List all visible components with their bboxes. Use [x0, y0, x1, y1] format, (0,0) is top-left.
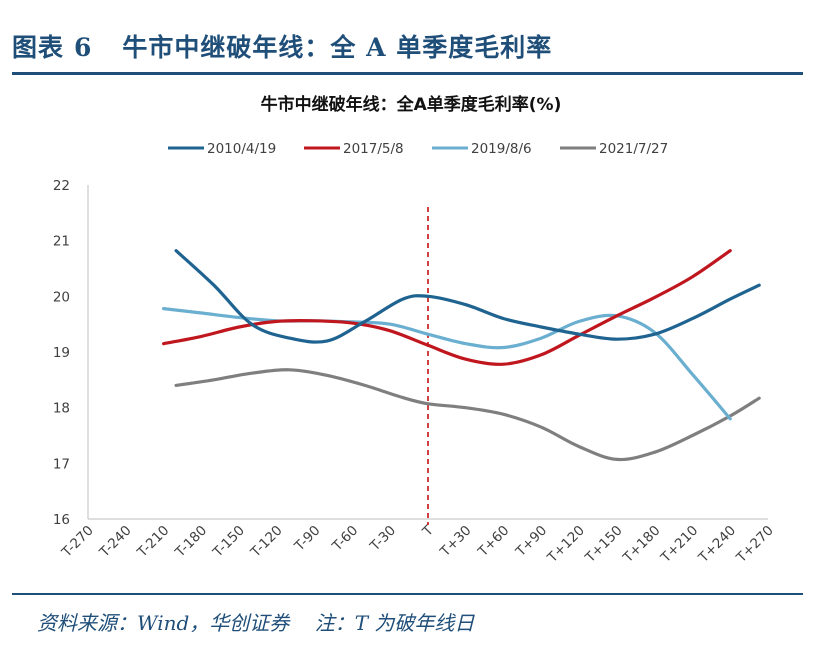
- y-tick-label: 22: [53, 178, 70, 194]
- header-rule: [12, 72, 803, 75]
- line-chart: 牛市中继破年线：全A单季度毛利率(%)2010/4/19 2017/5/8 2019…: [53, 94, 777, 567]
- x-tick-label: T+210: [657, 523, 701, 567]
- series-line: [162, 249, 732, 366]
- source-note: 资料来源：Wind，华创证券 注：T 为破年线日: [37, 611, 475, 635]
- legend-label: 2019/8/6: [471, 141, 532, 157]
- figure-title: 牛市中继破年线：全 A 单季度毛利率: [122, 33, 553, 62]
- legend-label: 2017/5/8: [343, 141, 404, 157]
- legend-label: 2010/4/19: [207, 141, 276, 157]
- x-tick-label: T+120: [544, 523, 588, 567]
- chart-title: 牛市中继破年线：全A单季度毛利率(%): [261, 94, 562, 115]
- figure-number: 6: [74, 33, 93, 62]
- series-line: [174, 368, 761, 462]
- x-tick-label: T-60: [329, 523, 362, 556]
- x-tick-label: T-210: [134, 523, 173, 562]
- x-tick-label: T-240: [96, 523, 135, 562]
- y-tick-label: 17: [53, 456, 70, 472]
- x-tick-label: T-180: [172, 523, 211, 562]
- series-line: [174, 249, 761, 344]
- x-tick-label: T+150: [582, 523, 626, 567]
- x-tick-label: T+270: [733, 523, 777, 567]
- x-tick-label: T-120: [247, 523, 286, 562]
- y-tick-label: 18: [53, 401, 70, 417]
- x-tick-label: T+240: [695, 523, 739, 567]
- x-tick-label: T-90: [291, 523, 324, 556]
- x-tick-label: T-30: [366, 523, 399, 556]
- x-tick-label: T+60: [474, 523, 512, 561]
- x-tick-label: T-150: [209, 523, 248, 562]
- y-tick-label: 16: [53, 512, 70, 528]
- figure-label: 图表: [12, 33, 65, 62]
- x-tick-label: T-270: [58, 523, 97, 562]
- y-tick-label: 19: [53, 345, 70, 361]
- x-tick-label: T+180: [619, 523, 663, 567]
- x-tick-label: T+30: [437, 523, 475, 561]
- series-line: [162, 307, 732, 421]
- y-tick-label: 20: [53, 289, 70, 305]
- y-tick-label: 21: [53, 234, 70, 250]
- figure-header: 图表 6 牛市中继破年线：全 A 单季度毛利率: [12, 28, 552, 68]
- legend-label: 2021/7/27: [599, 141, 668, 157]
- footer-rule: [12, 593, 803, 595]
